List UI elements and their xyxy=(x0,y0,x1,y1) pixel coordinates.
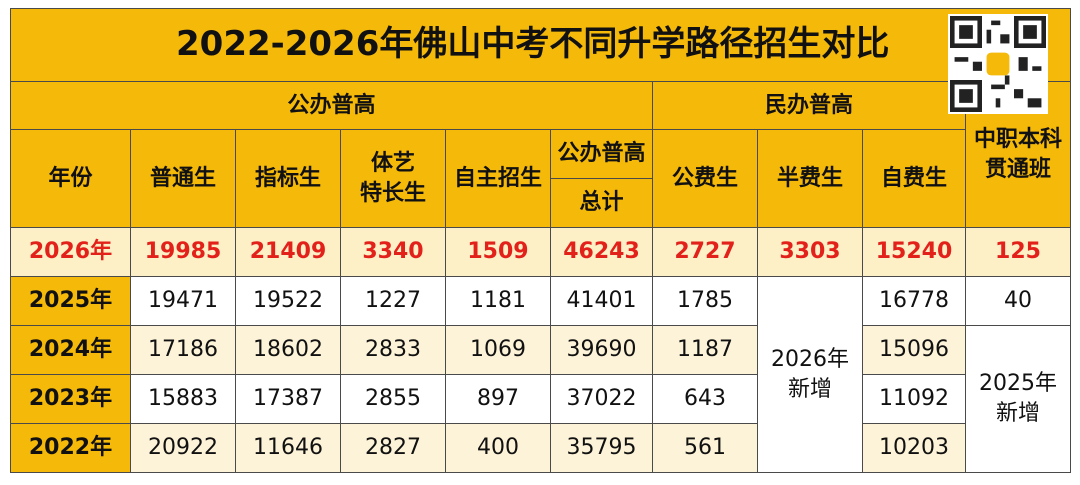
value-cell: 11092 xyxy=(862,374,966,424)
column-header: 普通生 xyxy=(130,129,236,228)
value-cell: 1187 xyxy=(652,325,758,375)
column-header: 半费生 xyxy=(757,129,863,228)
cell-line: 新增 xyxy=(995,401,1040,426)
column-header: 公办普高 xyxy=(550,129,653,179)
value-cell: 15096 xyxy=(862,325,966,375)
year-cell: 2024年 xyxy=(10,325,131,375)
value-cell: 561 xyxy=(652,423,758,473)
value-cell: 17387 xyxy=(235,374,341,424)
cell-line: 2025年 xyxy=(979,371,1057,397)
value-cell: 19985 xyxy=(130,227,236,277)
cell-line: 贯通班 xyxy=(984,156,1051,182)
value-cell: 19471 xyxy=(130,276,236,326)
cell-line: 新增 xyxy=(787,376,832,402)
value-cell: 1181 xyxy=(445,276,551,326)
value-cell: 16778 xyxy=(862,276,966,326)
value-cell: 2855 xyxy=(340,374,446,424)
year-cell: 2022年 xyxy=(10,423,131,473)
column-header: 自费生 xyxy=(862,129,966,228)
column-header: 年份 xyxy=(10,129,131,228)
cell-line: 中职本科 xyxy=(973,126,1062,152)
value-cell: 15240 xyxy=(862,227,966,277)
value-cell: 125 xyxy=(965,227,1071,277)
value-cell: 20922 xyxy=(130,423,236,473)
value-cell: 39690 xyxy=(550,325,653,375)
value-cell: 17186 xyxy=(130,325,236,375)
value-cell: 1227 xyxy=(340,276,446,326)
value-cell: 35795 xyxy=(550,423,653,473)
value-cell: 1069 xyxy=(445,325,551,375)
year-cell: 2023年 xyxy=(10,374,131,424)
cell-line: 体艺 xyxy=(370,150,415,176)
cell-line: 特长生 xyxy=(359,180,426,206)
column-header: 总计 xyxy=(550,178,653,228)
value-cell: 18602 xyxy=(235,325,341,375)
value-cell: 897 xyxy=(445,374,551,424)
column-header: 体艺 特长生 xyxy=(340,129,446,228)
value-cell: 3303 xyxy=(757,227,863,277)
year-cell: 2025年 xyxy=(10,276,131,326)
value-cell: 2727 xyxy=(652,227,758,277)
group-header: 公办普高 xyxy=(10,81,653,130)
value-cell: 21409 xyxy=(235,227,341,277)
value-cell: 3340 xyxy=(340,227,446,277)
year-cell: 2026年 xyxy=(10,227,131,277)
merged-note: 2025年新增 xyxy=(965,325,1071,473)
value-cell: 2827 xyxy=(340,423,446,473)
value-cell: 1785 xyxy=(652,276,758,326)
value-cell: 41401 xyxy=(550,276,653,326)
column-header: 公费生 xyxy=(652,129,758,228)
value-cell: 2833 xyxy=(340,325,446,375)
value-cell: 643 xyxy=(652,374,758,424)
group-header: 民办普高 xyxy=(652,81,966,130)
value-cell: 40 xyxy=(965,276,1071,326)
column-header: 指标生 xyxy=(235,129,341,228)
merged-note: 2026年新增 xyxy=(757,276,863,473)
value-cell: 11646 xyxy=(235,423,341,473)
value-cell: 1509 xyxy=(445,227,551,277)
cell-line: 2026年 xyxy=(771,346,849,372)
value-cell: 400 xyxy=(445,423,551,473)
column-header: 自主招生 xyxy=(445,129,551,228)
title: 2022-2026年佛山中考不同升学路径招生对比 xyxy=(10,8,1071,82)
value-cell: 46243 xyxy=(550,227,653,277)
value-cell: 19522 xyxy=(235,276,341,326)
value-cell: 10203 xyxy=(862,423,966,473)
value-cell: 15883 xyxy=(130,374,236,424)
admission-table: 2022-2026年佛山中考不同升学路径招生对比 公办普高 民办普高 中职本科贯… xyxy=(10,8,1071,473)
qr-code xyxy=(948,14,1048,114)
value-cell: 37022 xyxy=(550,374,653,424)
